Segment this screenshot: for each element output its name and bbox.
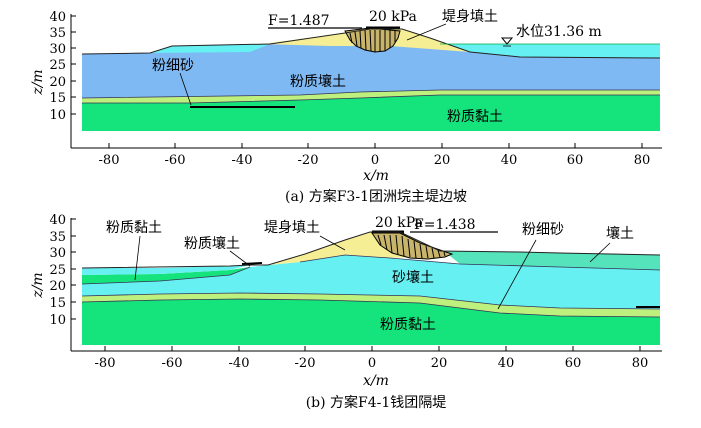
panel-b-surcharge: 20 kPa: [375, 215, 423, 231]
panel-b-silty-clay-bottom-label: 粉质黏土: [380, 317, 436, 333]
panel-b-factor-of-safety: F=1.438: [414, 217, 476, 233]
panel-a-y-tick: 10: [49, 108, 66, 123]
panel-b-silty-loam-label: 粉质壤土: [184, 235, 240, 252]
panel-a-x-tick: -80: [99, 153, 120, 168]
panel-b-x-tick: 20: [431, 356, 448, 371]
panel-a-x-tick: 60: [567, 153, 584, 168]
panel-a-fine-sand-layer: [82, 90, 660, 103]
panel-b-silty-clay-top-layer: [82, 267, 250, 284]
panel-b-caption: (b) 方案F4-1钱团隔堤: [306, 394, 447, 411]
panel-a-embankment-label: 堤身填土: [442, 9, 498, 25]
panel-b-x-tick: -60: [162, 356, 183, 371]
panel-b-y-axis-label: z/m: [30, 272, 46, 298]
panel-a-silty-loam-label: 粉质壤土: [290, 73, 346, 90]
panel-a: 40 35 30 25 20 15 10 -80 -60 -40 -20 0 2…: [30, 9, 662, 205]
panel-b-x-ticks: [104, 346, 641, 351]
panel-b-fine-sand-leader: [497, 239, 537, 310]
panel-a-water-level-label: 水位31.36 m: [516, 24, 602, 40]
panel-a-slip-surface: [344, 27, 401, 53]
panel-b-thick-surface: [241, 262, 263, 265]
panel-b-fine-sand-label: 粉细砂: [522, 222, 564, 238]
panel-a-y-tick: 20: [49, 75, 66, 90]
panel-a-x-tick: 40: [501, 153, 518, 168]
panel-b-y-tick: 35: [49, 230, 66, 245]
panel-b-y-tick: 25: [49, 263, 66, 278]
panel-b-loam-label: 壤土: [606, 225, 634, 242]
panel-b-silty-clay-bottom-layer: [82, 299, 660, 345]
panel-b-silty-loam-layer: [82, 265, 250, 275]
panel-a-y-tick: 40: [49, 10, 66, 25]
panel-b-layer-boundary-4: [299, 254, 661, 271]
panel-a-silty-loam-layer: [82, 38, 660, 98]
panel-a-silty-clay-label: 粉质黏土: [447, 109, 503, 125]
panel-a-fine-sand-label: 粉细砂: [152, 58, 194, 74]
panel-b-x-tick: -20: [295, 356, 316, 371]
panel-a-x-tick: -40: [232, 153, 253, 168]
panel-b-x-tick: 0: [368, 356, 376, 371]
panel-a-layer-boundary-2: [82, 94, 660, 104]
panel-a-x-tick: 80: [634, 153, 651, 168]
panel-a-y-tick: 30: [49, 42, 66, 57]
panel-b-slip-surface: [371, 232, 454, 260]
panel-a-ground-surface: [81, 28, 661, 59]
panel-a-y-ticks: [71, 15, 76, 115]
panel-b-ground-surface: [81, 231, 661, 269]
panel-a-silty-clay-layer: [82, 95, 660, 131]
panel-b-embankment-label: 堤身填土: [264, 220, 320, 236]
panel-a-x-tick: 20: [434, 153, 451, 168]
panel-b-y-ticks: [71, 218, 76, 320]
panel-a-embankment-leader: [406, 23, 447, 41]
panel-a-factor-of-safety: F=1.487: [268, 13, 330, 29]
panel-b-silty-loam-leader: [229, 250, 251, 267]
panel-a-x-axis-label: x/m: [363, 168, 389, 184]
panel-a-caption: (a) 方案F3-1团洲垸主堤边坡: [285, 188, 467, 205]
panel-b-y-tick: 15: [49, 296, 66, 311]
panel-b-layer-boundary-1: [81, 266, 251, 285]
panel-b-loam-layer: [440, 251, 660, 270]
panel-a-x-ticks: [108, 143, 643, 148]
panel-b-silty-clay-top-label: 粉质黏土: [106, 220, 162, 236]
panel-a-x-tick: 0: [371, 153, 379, 168]
panel-a-layer-boundary-1: [81, 89, 660, 99]
panel-b-x-axis-label: x/m: [363, 373, 389, 389]
panel-b-embankment-leader: [319, 235, 346, 251]
panel-b-sandy-loam-layer: [82, 255, 660, 309]
panel-a-y-axis-label: z/m: [30, 69, 46, 95]
panel-a-x-tick: -20: [298, 153, 319, 168]
panel-b: 40 35 30 25 20 15 10 -80 -60 -40 -20 0 2…: [30, 213, 662, 411]
panel-b-x-tick: 60: [565, 356, 582, 371]
panel-a-y-tick: 15: [49, 91, 66, 106]
panel-b-y-tick: 10: [49, 313, 66, 328]
panel-a-surcharge: 20 kPa: [369, 9, 417, 25]
panel-a-y-tick: 35: [49, 26, 66, 41]
panel-b-y-tick: 30: [49, 246, 66, 261]
panel-b-silty-clay-top-leader: [134, 235, 141, 281]
panel-a-x-tick: -60: [165, 153, 186, 168]
panel-b-x-tick: -80: [95, 356, 116, 371]
panel-b-y-tick: 20: [49, 279, 66, 294]
panel-b-layer-boundary-2: [81, 292, 661, 310]
panel-a-fine-sand-leader: [179, 72, 192, 106]
panel-b-sandy-loam-label: 砂壤土: [392, 269, 434, 286]
panel-b-y-tick: 40: [49, 213, 66, 228]
panel-b-layer-boundary-3: [81, 298, 661, 318]
water-level-icon: [500, 37, 514, 45]
panel-a-y-tick: 25: [49, 58, 66, 73]
panel-b-x-tick: -40: [229, 356, 250, 371]
panel-b-loam-leader: [589, 242, 611, 263]
panel-b-x-tick: 80: [632, 356, 649, 371]
panel-b-x-tick: 40: [498, 356, 515, 371]
